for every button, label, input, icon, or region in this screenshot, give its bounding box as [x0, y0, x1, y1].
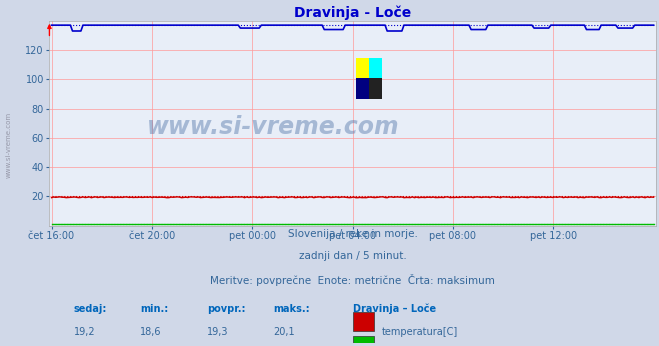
Text: 19,2: 19,2 [74, 327, 96, 337]
Text: www.si-vreme.com: www.si-vreme.com [5, 112, 11, 179]
Bar [369, 78, 382, 99]
Bar [369, 58, 382, 78]
Text: 18,6: 18,6 [140, 327, 162, 337]
Text: maks.:: maks.: [273, 304, 310, 314]
Text: povpr.:: povpr.: [207, 304, 246, 314]
Title: Dravinja - Loče: Dravinja - Loče [294, 5, 411, 20]
Text: 19,3: 19,3 [207, 327, 229, 337]
Text: sedaj:: sedaj: [74, 304, 107, 314]
Text: min.:: min.: [140, 304, 169, 314]
Bar [353, 312, 374, 331]
Bar [356, 78, 369, 99]
Bar [353, 336, 374, 346]
Text: zadnji dan / 5 minut.: zadnji dan / 5 minut. [299, 251, 407, 261]
Text: 20,1: 20,1 [273, 327, 295, 337]
Text: Dravinja – Loče: Dravinja – Loče [353, 304, 436, 315]
Text: Slovenija / reke in morje.: Slovenija / reke in morje. [287, 229, 418, 239]
Text: temperatura[C]: temperatura[C] [382, 327, 458, 337]
Text: Meritve: povprečne  Enote: metrične  Črta: maksimum: Meritve: povprečne Enote: metrične Črta:… [210, 273, 495, 285]
Text: www.si-vreme.com: www.si-vreme.com [148, 115, 400, 139]
Bar [356, 58, 369, 78]
